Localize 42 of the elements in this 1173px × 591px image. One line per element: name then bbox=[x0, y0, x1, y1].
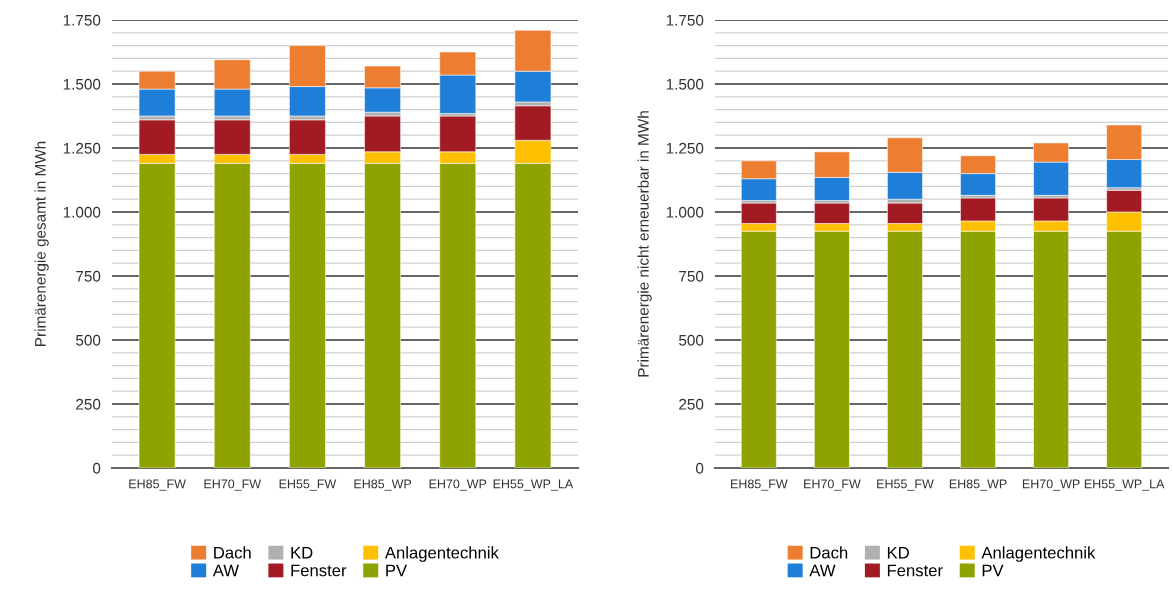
x-tick-label: EH70_FW bbox=[804, 479, 861, 491]
y-tick-label: 1.000 bbox=[63, 206, 101, 218]
x-tick-label: EH85_FW bbox=[731, 479, 788, 491]
legend-label: Anlagentechnik bbox=[384, 546, 499, 562]
y-tick-label: 500 bbox=[76, 334, 101, 346]
y-tick-label: 750 bbox=[76, 270, 101, 282]
legend-label: PV bbox=[982, 564, 1004, 577]
y-axis-title: Primärenergie nicht erneuerbar in MWh bbox=[637, 111, 652, 377]
y-tick-label: 250 bbox=[679, 398, 704, 410]
y-tick-label: 250 bbox=[76, 398, 101, 410]
x-tick-label: EH55_FW bbox=[877, 479, 934, 491]
x-tick-label: EH55_FW bbox=[279, 479, 337, 491]
y-tick-label: 0 bbox=[92, 462, 101, 474]
legend-label: Dach bbox=[214, 546, 251, 559]
x-tick-label: EH55_WP_LA bbox=[493, 479, 574, 491]
y-tick-label: 1.750 bbox=[63, 14, 101, 26]
legend-label: PV bbox=[386, 564, 408, 577]
y-tick-label: 1.750 bbox=[666, 14, 704, 26]
y-tick-label: 0 bbox=[695, 462, 704, 474]
y-tick-label: 1.250 bbox=[63, 142, 101, 154]
y-tick-label: 1.500 bbox=[666, 78, 704, 90]
legend-label: Fenster bbox=[291, 564, 347, 577]
y-tick-label: 500 bbox=[679, 334, 704, 346]
y-tick-label: 750 bbox=[679, 270, 704, 282]
legend-label: KD bbox=[887, 546, 909, 559]
y-axis-title: Primärenergie gesamt in MWh bbox=[34, 141, 49, 346]
legend-label: KD bbox=[291, 546, 313, 559]
x-tick-label: EH85_WP bbox=[949, 479, 1007, 491]
y-tick-label: 1.500 bbox=[63, 78, 101, 90]
x-tick-label: EH85_WP bbox=[354, 479, 412, 491]
legend-label: Anlagentechnik bbox=[981, 546, 1096, 562]
legend-label: Fenster bbox=[887, 564, 943, 577]
y-tick-label: 1.000 bbox=[666, 206, 704, 218]
x-tick-label: EH70_FW bbox=[204, 479, 262, 491]
y-tick-label: 1.250 bbox=[666, 142, 704, 154]
legend-label: Dach bbox=[810, 546, 848, 559]
x-tick-label: EH85_FW bbox=[129, 479, 186, 491]
x-tick-label: EH55_WP_LA bbox=[1084, 479, 1165, 491]
x-tick-label: EH70_WP bbox=[429, 479, 487, 491]
legend-label: AW bbox=[212, 564, 239, 577]
x-tick-label: EH70_WP bbox=[1022, 479, 1080, 491]
legend-label: AW bbox=[809, 564, 836, 577]
